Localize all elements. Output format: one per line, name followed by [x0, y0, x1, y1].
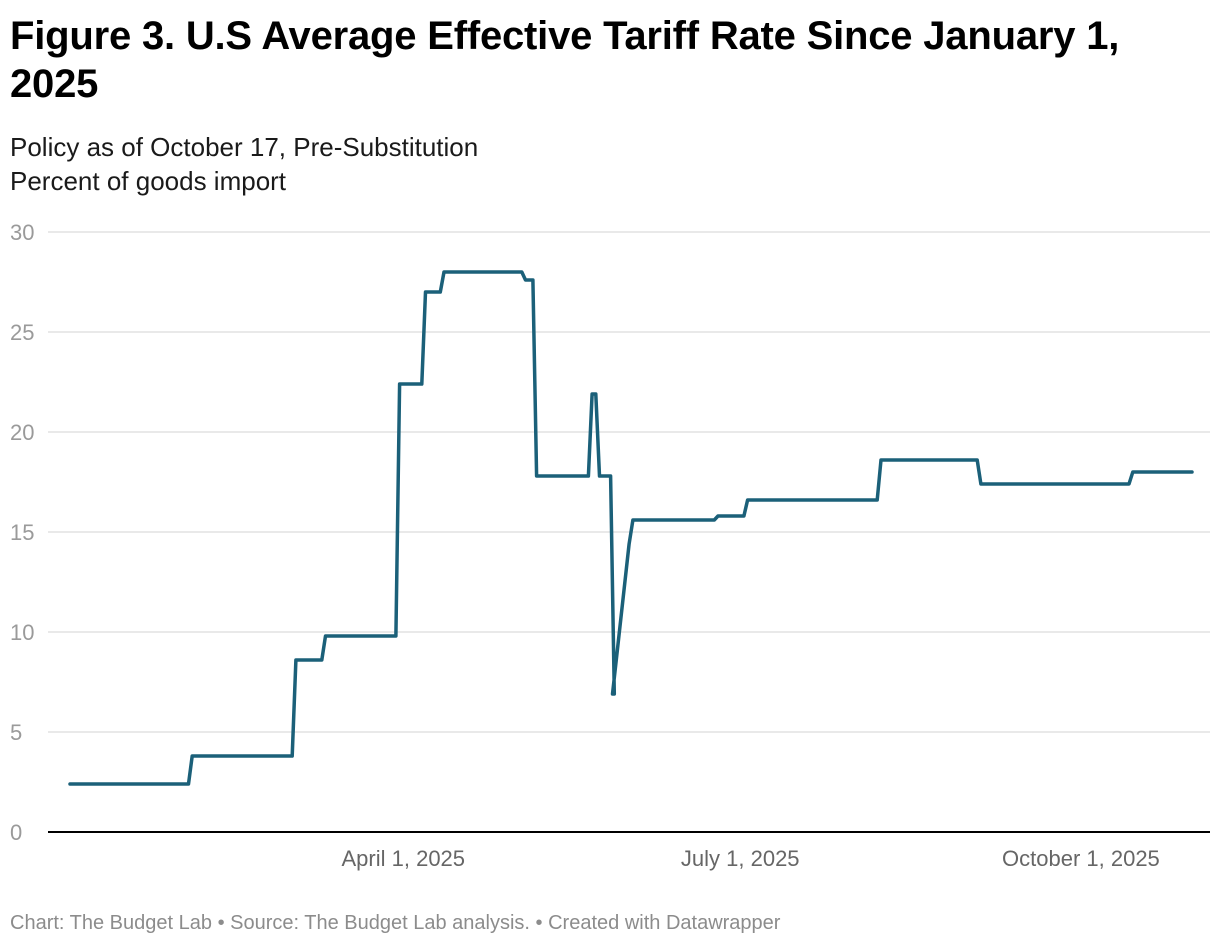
y-tick-label: 20 — [10, 420, 34, 445]
series-layer — [68, 270, 1194, 786]
x-axis-tick-labels: April 1, 2025 July 1, 2025 October 1, 2025 — [342, 846, 1160, 871]
footer-chart-credit: Chart: The Budget Lab — [10, 912, 212, 934]
y-tick-label: 0 — [10, 820, 22, 845]
x-tick-label: July 1, 2025 — [681, 846, 800, 871]
chart-subtitle: Policy as of October 17, Pre-Substitutio… — [10, 130, 478, 198]
x-tick-label: April 1, 2025 — [342, 846, 466, 871]
series-line-0 — [68, 270, 1194, 786]
y-tick-label: 25 — [10, 320, 34, 345]
subtitle-line-unit: Percent of goods import — [10, 166, 287, 196]
gridlines — [48, 231, 1210, 733]
y-tick-label: 5 — [10, 720, 22, 745]
chart-title: Figure 3. U.S Average Effective Tariff R… — [10, 14, 1120, 106]
footer-created-with: Created with Datawrapper — [548, 912, 781, 934]
y-axis-tick-labels: 0 5 10 15 20 25 30 — [10, 220, 34, 845]
subtitle-line-policy: Policy as of October 17, Pre-Substitutio… — [10, 132, 479, 162]
footer-separator: • — [535, 912, 543, 934]
y-tick-label: 10 — [10, 620, 34, 645]
chart-footer: Chart: The Budget Lab • Source: The Budg… — [10, 910, 780, 936]
footer-separator: • — [217, 912, 225, 934]
y-tick-label: 30 — [10, 220, 34, 245]
x-tick-label: October 1, 2025 — [1002, 846, 1160, 871]
y-tick-label: 15 — [10, 520, 34, 545]
footer-source: Source: The Budget Lab analysis. — [230, 912, 530, 934]
